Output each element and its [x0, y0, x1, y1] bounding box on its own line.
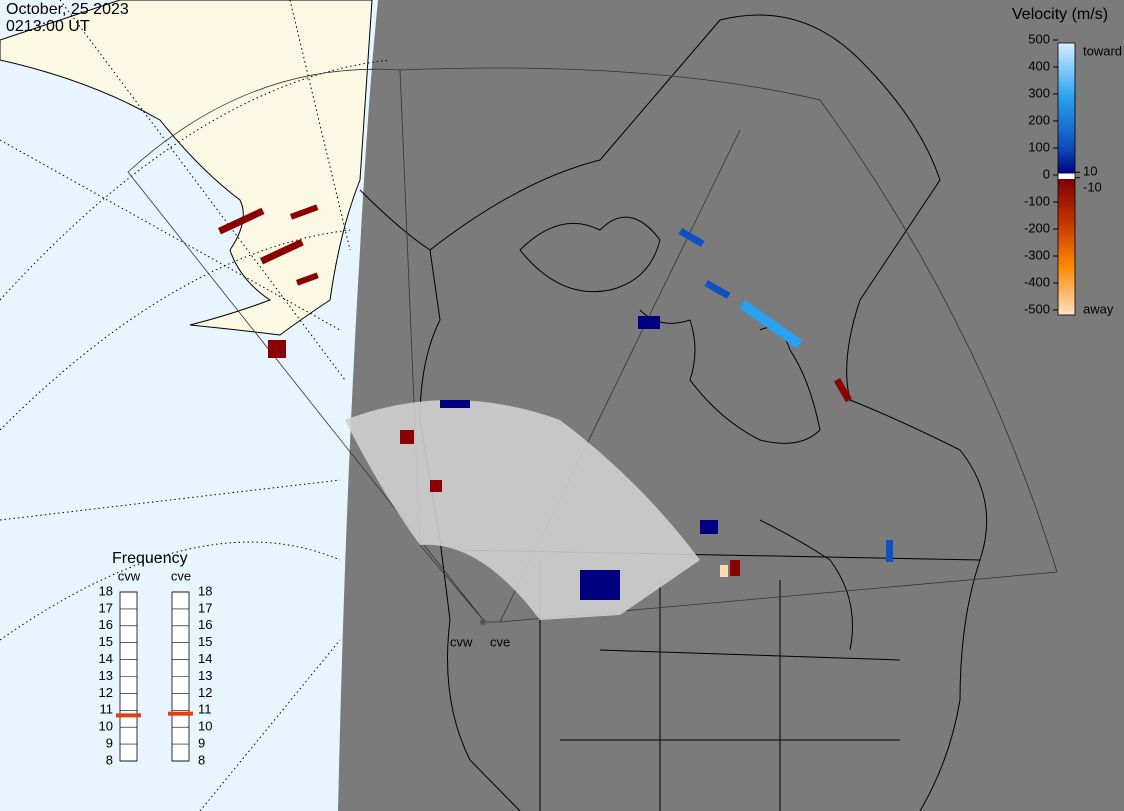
time: 0213:00 UT: [6, 18, 90, 35]
frequency-panel: cvw89101112131415161718cve89101112131415…: [99, 568, 213, 767]
colorbar-tick-label: 100: [1028, 139, 1050, 154]
colorbar-tick-label: 0: [1043, 166, 1050, 181]
frequency-marker: [168, 711, 193, 716]
frequency-tick-label: 17: [99, 600, 113, 615]
frequency-tick-label: 10: [99, 719, 113, 734]
colorbar-tick-label: 400: [1028, 58, 1050, 73]
radar-cells: [217, 204, 893, 620]
frequency-tick-label: 17: [198, 600, 212, 615]
frequency-tick-label: 13: [198, 668, 212, 683]
colorbar: [1057, 42, 1076, 316]
frequency-tick-label: 11: [198, 702, 212, 717]
grid: [0, 0, 391, 811]
frequency-tick-label: 15: [198, 634, 212, 649]
radar-site: [480, 619, 486, 625]
frequency-tick-label: 16: [198, 617, 212, 632]
colorbar-end-label: away: [1083, 301, 1114, 316]
frequency-tick-label: 14: [99, 651, 113, 666]
frequency-tick-label: 14: [198, 651, 212, 666]
site-label: cvw: [450, 634, 473, 649]
colorbar-tick-label: 200: [1028, 112, 1050, 127]
frequency-tick-label: 8: [198, 752, 205, 767]
colorbar-tick-label: 300: [1028, 85, 1050, 100]
colorbar-tick-label: -400: [1024, 274, 1050, 289]
colorbar-tick-label: -500: [1024, 301, 1050, 316]
colorbar-tick-label: 10: [1083, 163, 1097, 178]
frequency-tick-label: 15: [99, 634, 113, 649]
colorbar-tick-label: 500: [1028, 31, 1050, 46]
frequency-tick-label: 12: [198, 685, 212, 700]
frequency-tick-label: 12: [99, 685, 113, 700]
radar-name: cve: [171, 568, 191, 583]
colorbar-tick-label: -200: [1024, 220, 1050, 235]
frequency-tick-label: 9: [106, 736, 113, 751]
date: October, 25 2023: [6, 1, 129, 18]
site-label: cve: [490, 634, 510, 649]
frequency-tick-label: 10: [198, 719, 212, 734]
colorbar-tick-label: -100: [1024, 193, 1050, 208]
frequency-tick-label: 16: [99, 617, 113, 632]
colorbar-end-label: toward: [1083, 43, 1122, 58]
frequency-tick-label: 13: [99, 668, 113, 683]
colorbar-tick-label: -10: [1083, 179, 1102, 194]
frequency-tick-label: 11: [100, 702, 114, 717]
frequency-title: Frequency: [112, 550, 188, 567]
colorbar-tick-label: -300: [1024, 247, 1050, 262]
frequency-tick-label: 8: [106, 752, 113, 767]
coastlines: [359, 14, 988, 811]
colorbar-ticks: 500400300200100100-10-100-200-300-400-50…: [1024, 31, 1102, 316]
radar-name: cvw: [118, 568, 141, 583]
frequency-tick-label: 18: [99, 583, 113, 598]
colorbar-title: Velocity (m/s): [1012, 6, 1108, 23]
frequency-tick-label: 9: [198, 736, 205, 751]
frequency-marker: [116, 713, 141, 718]
frequency-tick-label: 18: [198, 583, 212, 598]
